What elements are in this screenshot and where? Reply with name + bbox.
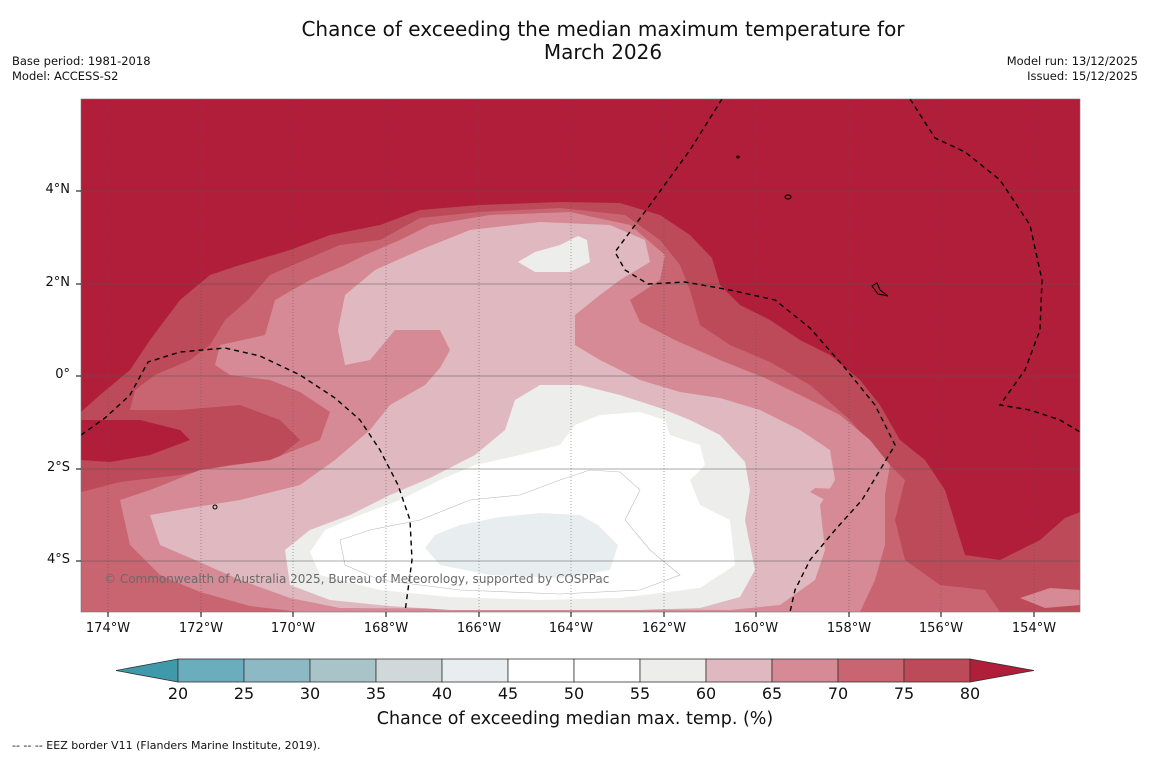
- band-55-60-patch-north: [518, 236, 590, 272]
- lon-label-164w: 164°W: [548, 621, 594, 636]
- colorbar-segment: [375, 658, 443, 683]
- colorbar-segment: [309, 658, 377, 683]
- map-frame: [80, 98, 1081, 613]
- colorbar-tick-55: 55: [629, 684, 651, 703]
- issued-date: Issued: 15/12/2025: [1027, 69, 1138, 83]
- colorbar-segment: [771, 658, 839, 683]
- eez-borders: [81, 99, 1080, 612]
- lon-label-174w: 174°W: [85, 621, 131, 636]
- map-area: [81, 99, 1080, 612]
- colorbar-segment: [507, 658, 575, 683]
- colorbar-tick-75: 75: [893, 684, 915, 703]
- lon-label-170w: 170°W: [270, 621, 316, 636]
- lat-label-4s: 4°S: [46, 552, 70, 567]
- colorbar-segment: [177, 658, 245, 683]
- lon-label-156w: 156°W: [918, 621, 964, 636]
- colorbar-extend-low: [115, 658, 179, 683]
- colorbar-tick-45: 45: [497, 684, 519, 703]
- islands: [212, 155, 889, 510]
- colorbar-tick-50: 50: [563, 684, 585, 703]
- colorbar-tick-25: 25: [233, 684, 255, 703]
- eez-legend-note: -- -- -- EEZ border V11 (Flanders Marine…: [12, 739, 321, 752]
- colorbar: [115, 658, 1035, 683]
- band-50-55: [310, 412, 735, 600]
- colorbar-segment: [639, 658, 707, 683]
- colorbar-tick-30: 30: [299, 684, 321, 703]
- colorbar-tick-40: 40: [431, 684, 453, 703]
- model-run: Model run: 13/12/2025: [1006, 54, 1138, 68]
- colorbar-segment: [573, 658, 641, 683]
- lat-label-2n: 2°N: [45, 275, 71, 290]
- meta-right: Model run: 13/12/2025 Issued: 15/12/2025: [1007, 54, 1138, 84]
- copyright-notice: © Commonwealth of Australia 2025, Bureau…: [104, 572, 610, 586]
- colorbar-tick-80: 80: [959, 684, 981, 703]
- model-name: Model: ACCESS-S2: [12, 69, 119, 83]
- title-line-2: March 2026: [543, 40, 663, 64]
- lon-label-160w: 160°W: [733, 621, 779, 636]
- colorbar-tick-65: 65: [761, 684, 783, 703]
- lon-label-162w: 162°W: [641, 621, 687, 636]
- band-65-70-patch-east: [810, 488, 842, 500]
- title-line-1: Chance of exceeding the median maximum t…: [301, 17, 905, 41]
- lon-label-168w: 168°W: [363, 621, 409, 636]
- grid-lines-lat: [81, 190, 1080, 562]
- colorbar-extend-high: [969, 658, 1035, 683]
- colorbar-segment: [243, 658, 311, 683]
- colorbar-tick-70: 70: [827, 684, 849, 703]
- lon-label-158w: 158°W: [826, 621, 872, 636]
- lon-label-172w: 172°W: [178, 621, 224, 636]
- band-45-50: [425, 513, 618, 578]
- meta-left: Base period: 1981-2018 Model: ACCESS-S2: [12, 54, 151, 84]
- colorbar-tick-60: 60: [695, 684, 717, 703]
- band-60-65-patch-north: [380, 304, 420, 327]
- lon-label-166w: 166°W: [456, 621, 502, 636]
- colorbar-tick-20: 20: [167, 684, 189, 703]
- lon-label-154w: 154°W: [1011, 621, 1057, 636]
- base-period: Base period: 1981-2018: [12, 54, 151, 68]
- lat-label-0: 0°: [55, 367, 70, 382]
- colorbar-segment: [705, 658, 773, 683]
- colorbar-segment: [837, 658, 905, 683]
- colorbar-tick-35: 35: [365, 684, 387, 703]
- chart-title: Chance of exceeding the median maximum t…: [240, 18, 966, 64]
- lat-label-2s: 2°S: [46, 460, 70, 475]
- band-65-70-patch-se: [1020, 588, 1080, 608]
- contour-line: [339, 469, 681, 595]
- colorbar-segment: [903, 658, 971, 683]
- colorbar-label: Chance of exceeding median max. temp. (%…: [376, 709, 774, 729]
- colorbar-segment: [441, 658, 509, 683]
- lat-label-4n: 4°N: [45, 182, 71, 197]
- axis-ticks: [76, 190, 1035, 617]
